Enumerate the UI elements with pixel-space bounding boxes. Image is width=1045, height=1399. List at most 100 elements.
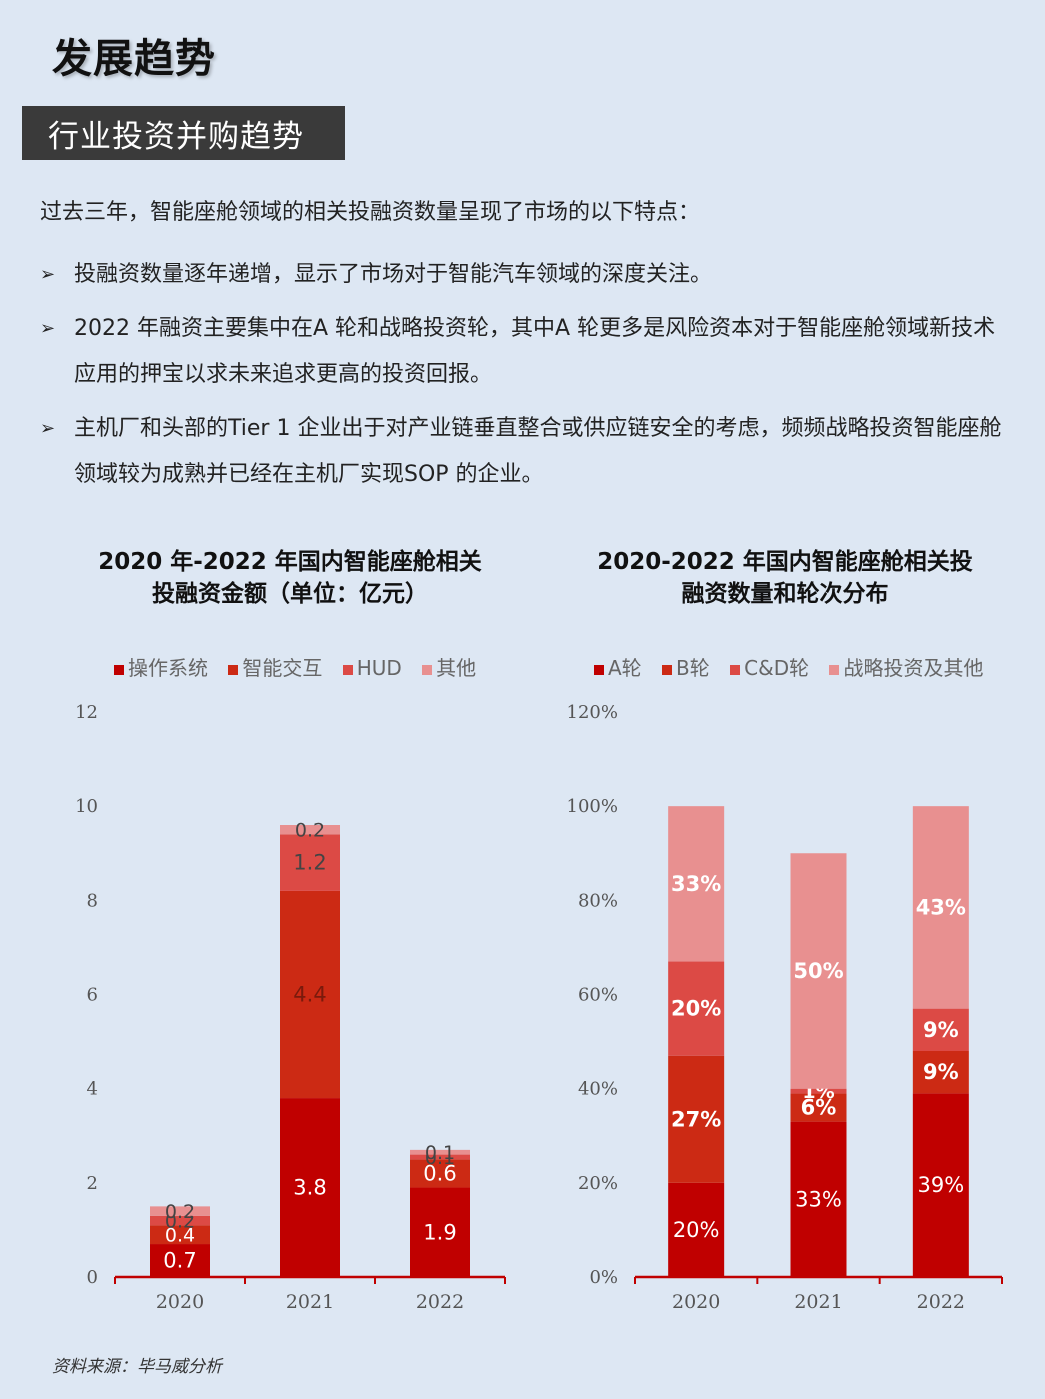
legend-label: A轮: [608, 656, 642, 680]
chart-1-data-label: 4.4: [293, 983, 326, 1007]
arrow-bullet-icon: ➢: [40, 418, 56, 439]
legend-swatch: [594, 664, 604, 675]
bullet-text: 投融资数量逐年递增，显示了市场对于智能汽车领域的深度关注。: [74, 262, 713, 287]
legend-label: C&D轮: [744, 656, 810, 680]
chart-1-y-tick-label: 12: [75, 702, 98, 723]
chart-2-y-tick-label: 0%: [589, 1267, 618, 1288]
legend-label: 其他: [436, 656, 477, 680]
legend-label: 操作系统: [128, 656, 208, 680]
chart-2-title-line: 2020-2022 年国内智能座舱相关投: [597, 549, 973, 575]
chart-1-data-label: 0.2: [165, 1211, 195, 1233]
arrow-bullet-icon: ➢: [40, 318, 56, 339]
chart-1-bar-segment: [410, 1187, 470, 1277]
intro-text: 过去三年，智能座舱领域的相关投融资数量呈现了市场的以下特点：: [40, 200, 701, 225]
chart-2-bar-segment: [912, 806, 969, 1009]
bullet-item: ➢ 投融资数量逐年递增，显示了市场对于智能汽车领域的深度关注。: [40, 252, 1015, 298]
legend-swatch: [342, 664, 353, 675]
legend-item: 其他: [422, 652, 476, 681]
chart-2-data-label: 9%: [923, 1018, 959, 1042]
chart-2-y-tick-label: 80%: [578, 890, 618, 911]
chart-1-bar-segment: [280, 1098, 340, 1277]
chart-2-data-label: 9%: [923, 1060, 959, 1084]
chart-1-y-tick-label: 6: [87, 985, 98, 1006]
chart-1-legend: 操作系统 智能交互 HUD 其他: [114, 652, 490, 681]
chart-1-title-line: 2020 年-2022 年国内智能座舱相关: [98, 549, 482, 575]
chart-2-bar-segment: [790, 853, 847, 1089]
chart-2-bar-segment: [668, 1055, 725, 1183]
bullet-list: ➢ 投融资数量逐年递增，显示了市场对于智能汽车领域的深度关注。 ➢ 2022 年融资…: [40, 252, 1015, 506]
chart-2-legend: A轮 B轮 C&D轮 战略投资及其他: [594, 652, 997, 681]
bullet-text: 主机厂和头部的Tier 1 企业出于对产业链垂直整合或供应链安全的考虑，频频战略…: [74, 416, 1002, 487]
chart-1-data-label: 0.2: [165, 1201, 195, 1223]
chart-1-data-label: 0.4: [165, 1225, 195, 1247]
legend-item: HUD: [342, 656, 402, 680]
chart-1-y-tick-label: 8: [87, 890, 98, 911]
chart-1-x-tick-label: 2020: [156, 1291, 204, 1313]
chart-1-x-tick-label: 2021: [286, 1291, 334, 1313]
chart-1-bar-segment: [280, 890, 340, 1099]
section-header-box: [22, 106, 345, 160]
chart-2-bar-segment: [668, 961, 725, 1056]
chart-2-y-tick-label: 100%: [567, 796, 618, 817]
chart-2-data-label: 6%: [801, 1096, 837, 1120]
chart-2-data-label: 20%: [671, 997, 721, 1021]
legend-swatch: [114, 664, 124, 675]
chart-1-bar-segment: [150, 1244, 210, 1277]
chart-1-data-label: 3.8: [293, 1176, 326, 1200]
legend-item: 战略投资及其他: [829, 652, 983, 681]
chart-2-bar-segment: [912, 1008, 969, 1051]
chart-2-data-label: 20%: [673, 1218, 720, 1242]
bullet-item: ➢ 主机厂和头部的Tier 1 企业出于对产业链垂直整合或供应链安全的考虑，频频战…: [40, 406, 1015, 498]
chart-2-bar-segment: [790, 1093, 847, 1122]
chart-1-bar-segment: [410, 1154, 470, 1160]
legend-item: C&D轮: [730, 652, 809, 681]
chart-2-data-label: 33%: [671, 872, 721, 896]
chart-2-data-label: 27%: [671, 1107, 721, 1131]
chart-2-title-line: 融资数量和轮次分布: [681, 581, 889, 607]
chart-1-data-label: 1.9: [423, 1220, 456, 1244]
chart-1-y-tick-label: 10: [75, 796, 98, 817]
section-header-label: 行业投资并购趋势: [48, 119, 304, 155]
chart-2-bar-segment: [790, 1088, 847, 1094]
chart-1-bar-segment: [410, 1149, 470, 1155]
chart-1-title: 2020 年-2022 年国内智能座舱相关 投融资金额（单位：亿元）: [40, 546, 540, 610]
chart-2-x-tick-label: 2022: [917, 1291, 965, 1313]
chart-1-data-label: 0.1: [425, 1142, 455, 1164]
chart-2-bar-segment: [668, 1182, 725, 1277]
page-title: 发展趋势: [52, 36, 216, 82]
chart-1-x-tick-label: 2022: [416, 1291, 464, 1313]
chart-1-data-label: 1.2: [293, 851, 326, 875]
chart-2-x-tick-label: 2021: [794, 1291, 842, 1313]
chart-1-data-label: 0.2: [295, 820, 325, 842]
chart-2-title: 2020-2022 年国内智能座舱相关投 融资数量和轮次分布: [550, 546, 1020, 610]
source-note: 资料来源：毕马威分析: [52, 1357, 222, 1377]
legend-label: B轮: [676, 656, 710, 680]
legend-label: 智能交互: [242, 656, 323, 680]
chart-1-data-label: 0.6: [423, 1161, 456, 1185]
legend-item: B轮: [662, 652, 710, 681]
chart-1-bar-segment: [410, 1159, 470, 1188]
legend-swatch: [228, 664, 239, 675]
chart-1-data-label: 0.7: [163, 1249, 196, 1273]
legend-label: HUD: [356, 656, 402, 680]
chart-2-data-label: 50%: [793, 959, 843, 983]
chart-1-title-line: 投融资金额（单位：亿元）: [152, 581, 428, 607]
legend-swatch: [422, 664, 433, 675]
chart-1-y-tick-label: 2: [87, 1173, 98, 1194]
legend-item: 智能交互: [228, 652, 322, 681]
bullet-text: 2022 年融资主要集中在A 轮和战略投资轮，其中A 轮更多是风险资本对于智能座…: [74, 316, 996, 387]
chart-2-data-label: 33%: [795, 1187, 842, 1211]
chart-2-bar-segment: [912, 1093, 969, 1277]
legend-item: 操作系统: [114, 652, 208, 681]
chart-2-bar-segment: [668, 806, 725, 962]
arrow-bullet-icon: ➢: [40, 264, 56, 285]
chart-2-bar-segment: [912, 1051, 969, 1094]
chart-2-y-tick-label: 60%: [578, 985, 618, 1006]
chart-2-x-tick-label: 2020: [672, 1291, 720, 1313]
chart-2-y-tick-label: 20%: [578, 1173, 618, 1194]
legend-label: 战略投资及其他: [843, 656, 984, 680]
chart-2-data-label: 43%: [916, 895, 966, 919]
chart-2-y-tick-label: 40%: [578, 1079, 618, 1100]
chart-1-y-tick-label: 4: [87, 1079, 98, 1100]
